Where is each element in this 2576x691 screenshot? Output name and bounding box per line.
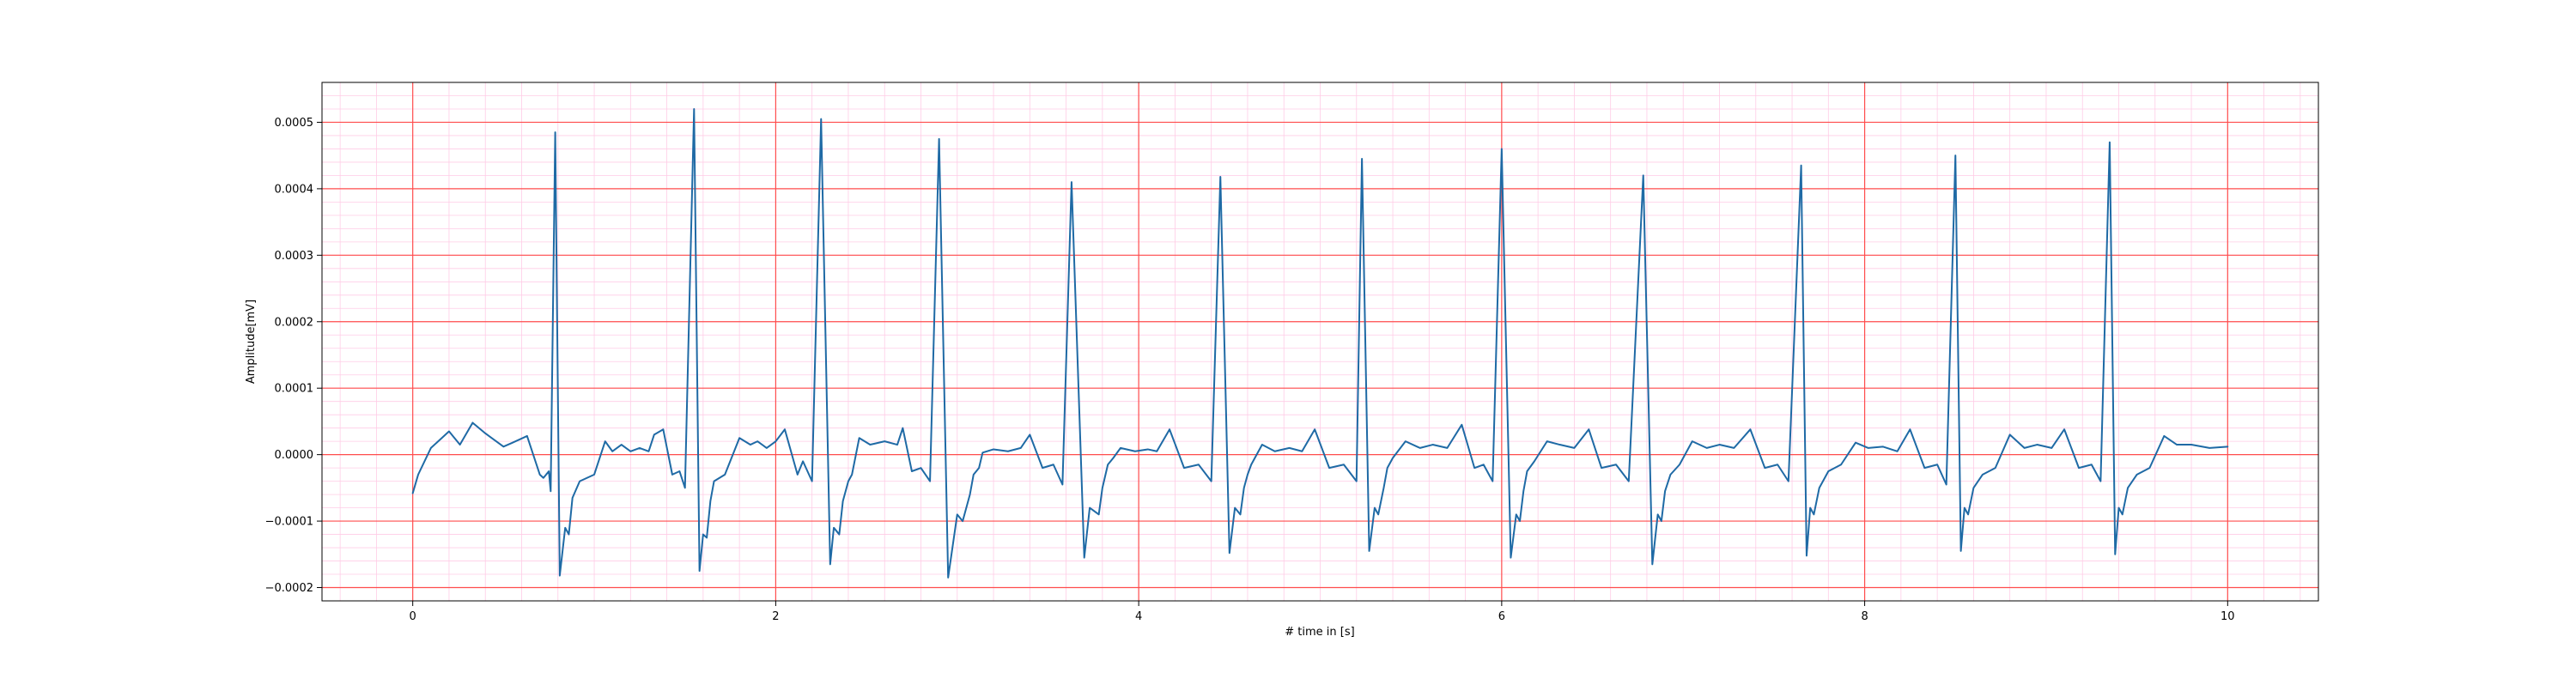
y-axis-ticks: −0.0002 −0.0001 0.0000 0.0001 0.0002 0.0003 0.… [265, 117, 322, 595]
x-tick-label: 6 [1498, 610, 1505, 623]
x-axis-ticks: 0 2 4 6 8 10 [410, 601, 2235, 623]
x-tick-label: 10 [2221, 610, 2235, 623]
y-tick-label: 0.0002 [275, 316, 314, 329]
ecg-series-line-0 [411, 107, 2229, 579]
x-tick-label: 0 [410, 610, 416, 623]
x-tick-label: 4 [1135, 610, 1142, 623]
major-grid [322, 82, 2318, 601]
y-tick-label: 0.0000 [275, 449, 314, 462]
y-tick-label: 0.0005 [275, 117, 314, 130]
y-tick-label: 0.0001 [275, 383, 314, 396]
y-tick-label: −0.0001 [265, 516, 313, 529]
x-tick-label: 8 [1861, 610, 1868, 623]
x-tick-label: 2 [772, 610, 779, 623]
y-tick-label: −0.0002 [265, 582, 313, 595]
y-tick-label: 0.0003 [275, 250, 314, 263]
y-axis-title: Amplitude[mV] [245, 300, 258, 384]
y-tick-label: 0.0004 [275, 183, 314, 196]
minor-grid [322, 82, 2318, 602]
x-axis-title: # time in [s] [1285, 626, 1354, 639]
plot-frame [321, 82, 2319, 602]
series-layer [411, 107, 2229, 579]
